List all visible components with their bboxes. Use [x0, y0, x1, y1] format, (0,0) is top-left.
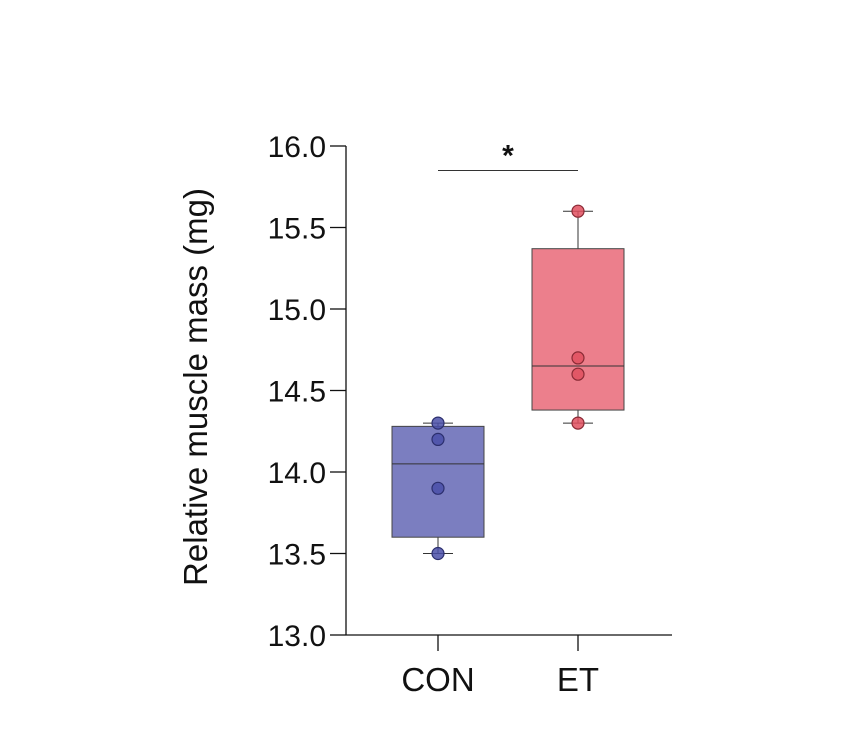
x-tick-label: ET [557, 661, 599, 698]
box-et [531, 204, 625, 430]
x-axis: CON ET [346, 634, 672, 698]
data-point [571, 367, 585, 381]
box-con [391, 416, 485, 561]
data-point [431, 416, 445, 430]
y-tick-label: 13.5 [268, 539, 326, 572]
y-axis: 13.0 13.5 14.0 14.5 15.0 15.5 16.0 [268, 131, 347, 653]
data-point [571, 416, 585, 430]
data-point [571, 351, 585, 365]
y-tick-label: 15.0 [268, 294, 326, 327]
data-point [431, 432, 445, 446]
annotations: * [438, 139, 578, 172]
data-point [431, 481, 445, 495]
data-point [571, 204, 585, 218]
y-tick-label: 14.5 [268, 376, 326, 409]
y-axis-label: Relative muscle mass (mg) [177, 188, 214, 586]
plot-area [391, 204, 625, 561]
y-tick-label: 15.5 [268, 213, 326, 246]
y-tick-label: 14.0 [268, 457, 326, 490]
y-tick-label: 16.0 [268, 131, 326, 164]
x-tick-label: CON [401, 661, 474, 698]
box-body [531, 248, 625, 411]
y-tick-label: 13.0 [268, 620, 326, 653]
significance-label: * [502, 139, 514, 172]
data-point [431, 546, 445, 561]
